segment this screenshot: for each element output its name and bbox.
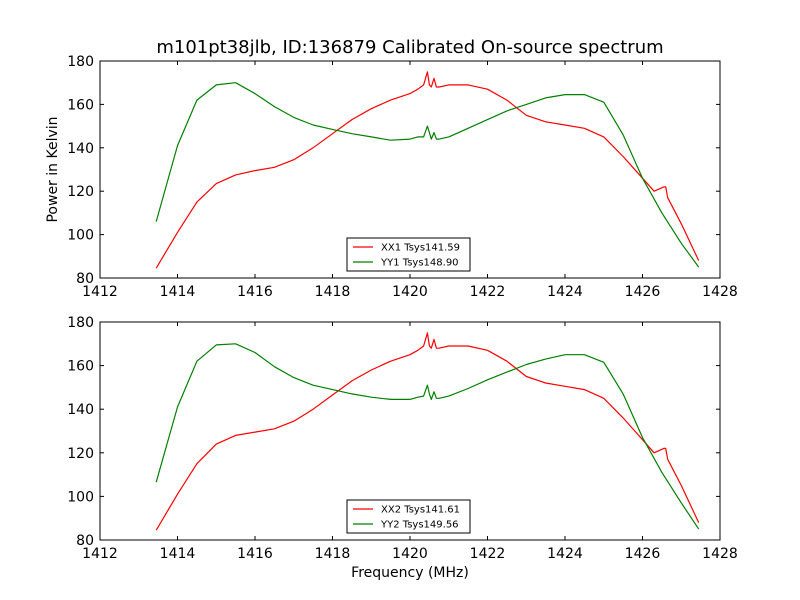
legend-entry-label: XX1 Tsys141.59 <box>381 243 460 254</box>
series-line-1 <box>155 332 700 531</box>
x-tick-label: 1428 <box>702 546 738 562</box>
x-tick-label: 1420 <box>392 546 428 562</box>
legend-box <box>346 237 471 272</box>
x-tick-label: 1422 <box>470 546 506 562</box>
legend-box <box>346 499 471 534</box>
y-tick-label: 140 <box>67 141 94 157</box>
y-tick-label: 140 <box>67 402 94 418</box>
y-axis-label: Power in Kelvin <box>45 116 61 222</box>
x-tick-label: 1428 <box>702 284 738 300</box>
legend: XX1 Tsys141.59 YY1 Tsys148.90 <box>346 237 471 272</box>
x-tick-label: 1416 <box>237 546 273 562</box>
x-tick-label: 1412 <box>82 546 118 562</box>
series-line-2 <box>155 343 700 530</box>
y-tick-label: 100 <box>67 489 94 505</box>
chart-panel-1: 1412 1414 1416 1418 1420 1422 1424 1426 1428 80 10… <box>45 54 738 300</box>
x-tick-label: 1418 <box>315 284 351 300</box>
x-tick-label: 1412 <box>82 284 118 300</box>
y-tick-label: 180 <box>67 54 94 70</box>
y-tick-label: 100 <box>67 228 94 244</box>
legend: XX2 Tsys141.61 YY2 Tsys149.56 <box>346 499 471 534</box>
x-tick-label: 1426 <box>625 284 661 300</box>
y-tick-label: 80 <box>76 533 94 549</box>
x-tick-label: 1416 <box>237 284 273 300</box>
x-tick-label: 1418 <box>315 546 351 562</box>
charts-container: 1412 1414 1416 1418 1420 1422 1424 1426 1428 80 10… <box>45 54 738 581</box>
y-tick-label: 120 <box>67 184 94 200</box>
x-tick-label: 1424 <box>547 546 583 562</box>
x-tick-label: 1424 <box>547 284 583 300</box>
x-tick-label: 1426 <box>625 546 661 562</box>
x-tick-label: 1414 <box>160 284 196 300</box>
y-tick-label: 180 <box>67 315 94 331</box>
x-tick-label: 1414 <box>160 546 196 562</box>
series-line-2 <box>155 82 700 268</box>
chart-panel-2: 1412 1414 1416 1418 1420 1422 1424 1426 1428 80 10… <box>67 315 738 581</box>
x-tick-label: 1422 <box>470 284 506 300</box>
y-tick-label: 160 <box>67 359 94 375</box>
y-tick-label: 120 <box>67 446 94 462</box>
legend-entry-label: YY2 Tsys149.56 <box>380 520 459 531</box>
figure-title: m101pt38jlb, ID:136879 Calibrated On-sou… <box>156 37 663 58</box>
x-axis-label: Frequency (MHz) <box>351 565 469 581</box>
x-tick-label: 1420 <box>392 284 428 300</box>
y-tick-label: 80 <box>76 271 94 287</box>
legend-entry-label: YY1 Tsys148.90 <box>380 258 459 269</box>
legend-entry-label: XX2 Tsys141.61 <box>381 505 460 516</box>
y-tick-label: 160 <box>67 97 94 113</box>
series-line-1 <box>155 71 700 269</box>
